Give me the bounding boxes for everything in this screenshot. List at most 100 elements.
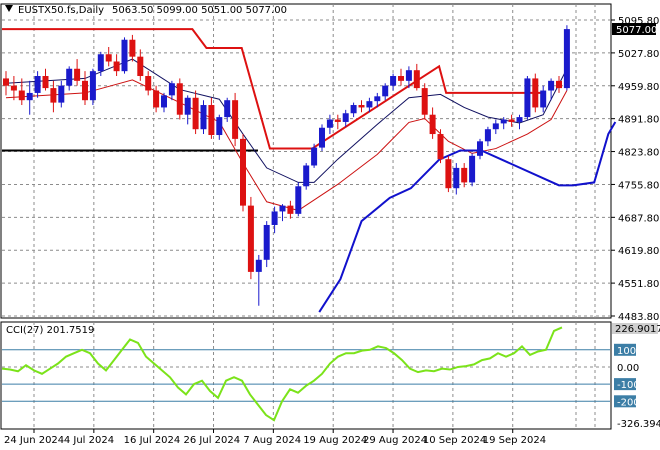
candle bbox=[484, 126, 491, 147]
candle-body bbox=[469, 155, 476, 183]
candle-body bbox=[398, 76, 404, 81]
price-tick-label: 4619.80 bbox=[618, 246, 659, 257]
candle bbox=[311, 143, 318, 168]
candle bbox=[319, 124, 325, 151]
candle-body bbox=[532, 78, 539, 108]
candle bbox=[556, 76, 562, 93]
cci-level-lines bbox=[2, 349, 610, 402]
candle-body bbox=[556, 80, 562, 89]
candle-body bbox=[113, 61, 120, 72]
current-price-value: 5077.00 bbox=[616, 25, 657, 36]
candle bbox=[350, 102, 357, 118]
candle bbox=[129, 34, 136, 62]
candle-body bbox=[492, 123, 499, 130]
cci-label: CCI(27) 201.7519 bbox=[6, 325, 94, 336]
candle-body bbox=[453, 167, 460, 189]
candle bbox=[437, 129, 444, 164]
candle-body bbox=[224, 100, 231, 118]
candle-body bbox=[255, 259, 262, 272]
candle-body bbox=[342, 113, 349, 122]
candle-body bbox=[326, 119, 333, 128]
candle-body bbox=[208, 105, 215, 136]
candle-body bbox=[200, 105, 207, 130]
candle-body bbox=[548, 80, 555, 91]
candle bbox=[263, 221, 270, 268]
candle bbox=[192, 90, 199, 135]
collapse-triangle-icon[interactable] bbox=[5, 5, 13, 12]
candle-body bbox=[390, 76, 397, 86]
candle bbox=[540, 85, 547, 113]
chart-header: EUSTX50.fs,Daily 5063.50 5099.00 5051.00… bbox=[5, 5, 287, 16]
candle-body bbox=[247, 205, 254, 272]
candle bbox=[121, 37, 128, 74]
candle bbox=[34, 71, 41, 98]
candle bbox=[303, 163, 310, 190]
cci-tick-label: -100 bbox=[617, 380, 640, 391]
candle bbox=[421, 83, 428, 120]
cci-axis: 100 0.00 -100 -200 -326.3947 bbox=[614, 343, 660, 430]
candle bbox=[334, 114, 341, 130]
candle-body bbox=[484, 129, 491, 142]
candle bbox=[374, 92, 381, 108]
candle bbox=[287, 200, 294, 219]
candle-body bbox=[421, 88, 428, 115]
candle bbox=[563, 25, 570, 91]
candle bbox=[398, 68, 404, 86]
grid-lines bbox=[2, 4, 610, 429]
candle bbox=[500, 117, 507, 130]
candle bbox=[405, 66, 412, 89]
candle-body bbox=[303, 165, 310, 187]
date-tick-label: 7 Aug 2024 bbox=[243, 435, 301, 446]
candle-body bbox=[232, 100, 239, 139]
candle bbox=[247, 196, 254, 280]
candle-body bbox=[334, 119, 341, 122]
candle-body bbox=[192, 97, 199, 130]
cci-tick-label: 100 bbox=[617, 346, 636, 357]
candle bbox=[184, 95, 191, 125]
candle bbox=[50, 80, 57, 113]
candle-body bbox=[461, 167, 468, 183]
candles bbox=[3, 25, 570, 306]
cci-series-line bbox=[1, 326, 563, 422]
current-price-tag-bg bbox=[612, 23, 656, 35]
candle-body bbox=[382, 85, 389, 97]
price-tick-label: 4891.80 bbox=[618, 115, 659, 126]
candle-body bbox=[26, 92, 33, 101]
candle-body bbox=[18, 90, 25, 101]
candle-body bbox=[516, 117, 523, 122]
date-tick-label: 24 Jun 2024 bbox=[4, 435, 64, 446]
candle-body bbox=[3, 78, 9, 86]
candle-body bbox=[74, 68, 81, 81]
candle-body bbox=[10, 85, 17, 91]
candle-body bbox=[358, 105, 365, 108]
candle-body bbox=[445, 159, 452, 189]
candle-body bbox=[82, 80, 88, 101]
candle-body bbox=[168, 83, 175, 96]
candle bbox=[524, 76, 531, 120]
candle bbox=[145, 71, 152, 96]
price-tick-label: 5095.80 bbox=[618, 16, 659, 27]
candle-body bbox=[319, 127, 325, 148]
candle-body bbox=[176, 83, 183, 115]
candle bbox=[461, 163, 468, 188]
candle-body bbox=[129, 39, 136, 57]
candle bbox=[224, 97, 231, 122]
date-tick-label: 26 Jul 2024 bbox=[184, 435, 241, 446]
candle bbox=[74, 59, 81, 86]
candle-body bbox=[477, 141, 483, 156]
candle bbox=[161, 92, 167, 113]
candle bbox=[58, 80, 65, 108]
candle bbox=[89, 68, 96, 106]
current-price-tag: 5077.00 bbox=[612, 23, 657, 36]
price-tick-label: 4755.80 bbox=[618, 180, 659, 191]
cci-level-tag bbox=[614, 378, 636, 391]
candle-body bbox=[524, 78, 531, 118]
main-panel-frame bbox=[0, 3, 612, 319]
cci-value-tag: 226.9017 bbox=[612, 323, 660, 335]
candle-body bbox=[34, 76, 41, 93]
candle-body bbox=[311, 147, 318, 166]
candle bbox=[413, 63, 420, 91]
candle-body bbox=[500, 119, 507, 124]
cci-value-tag-bg bbox=[612, 323, 658, 334]
